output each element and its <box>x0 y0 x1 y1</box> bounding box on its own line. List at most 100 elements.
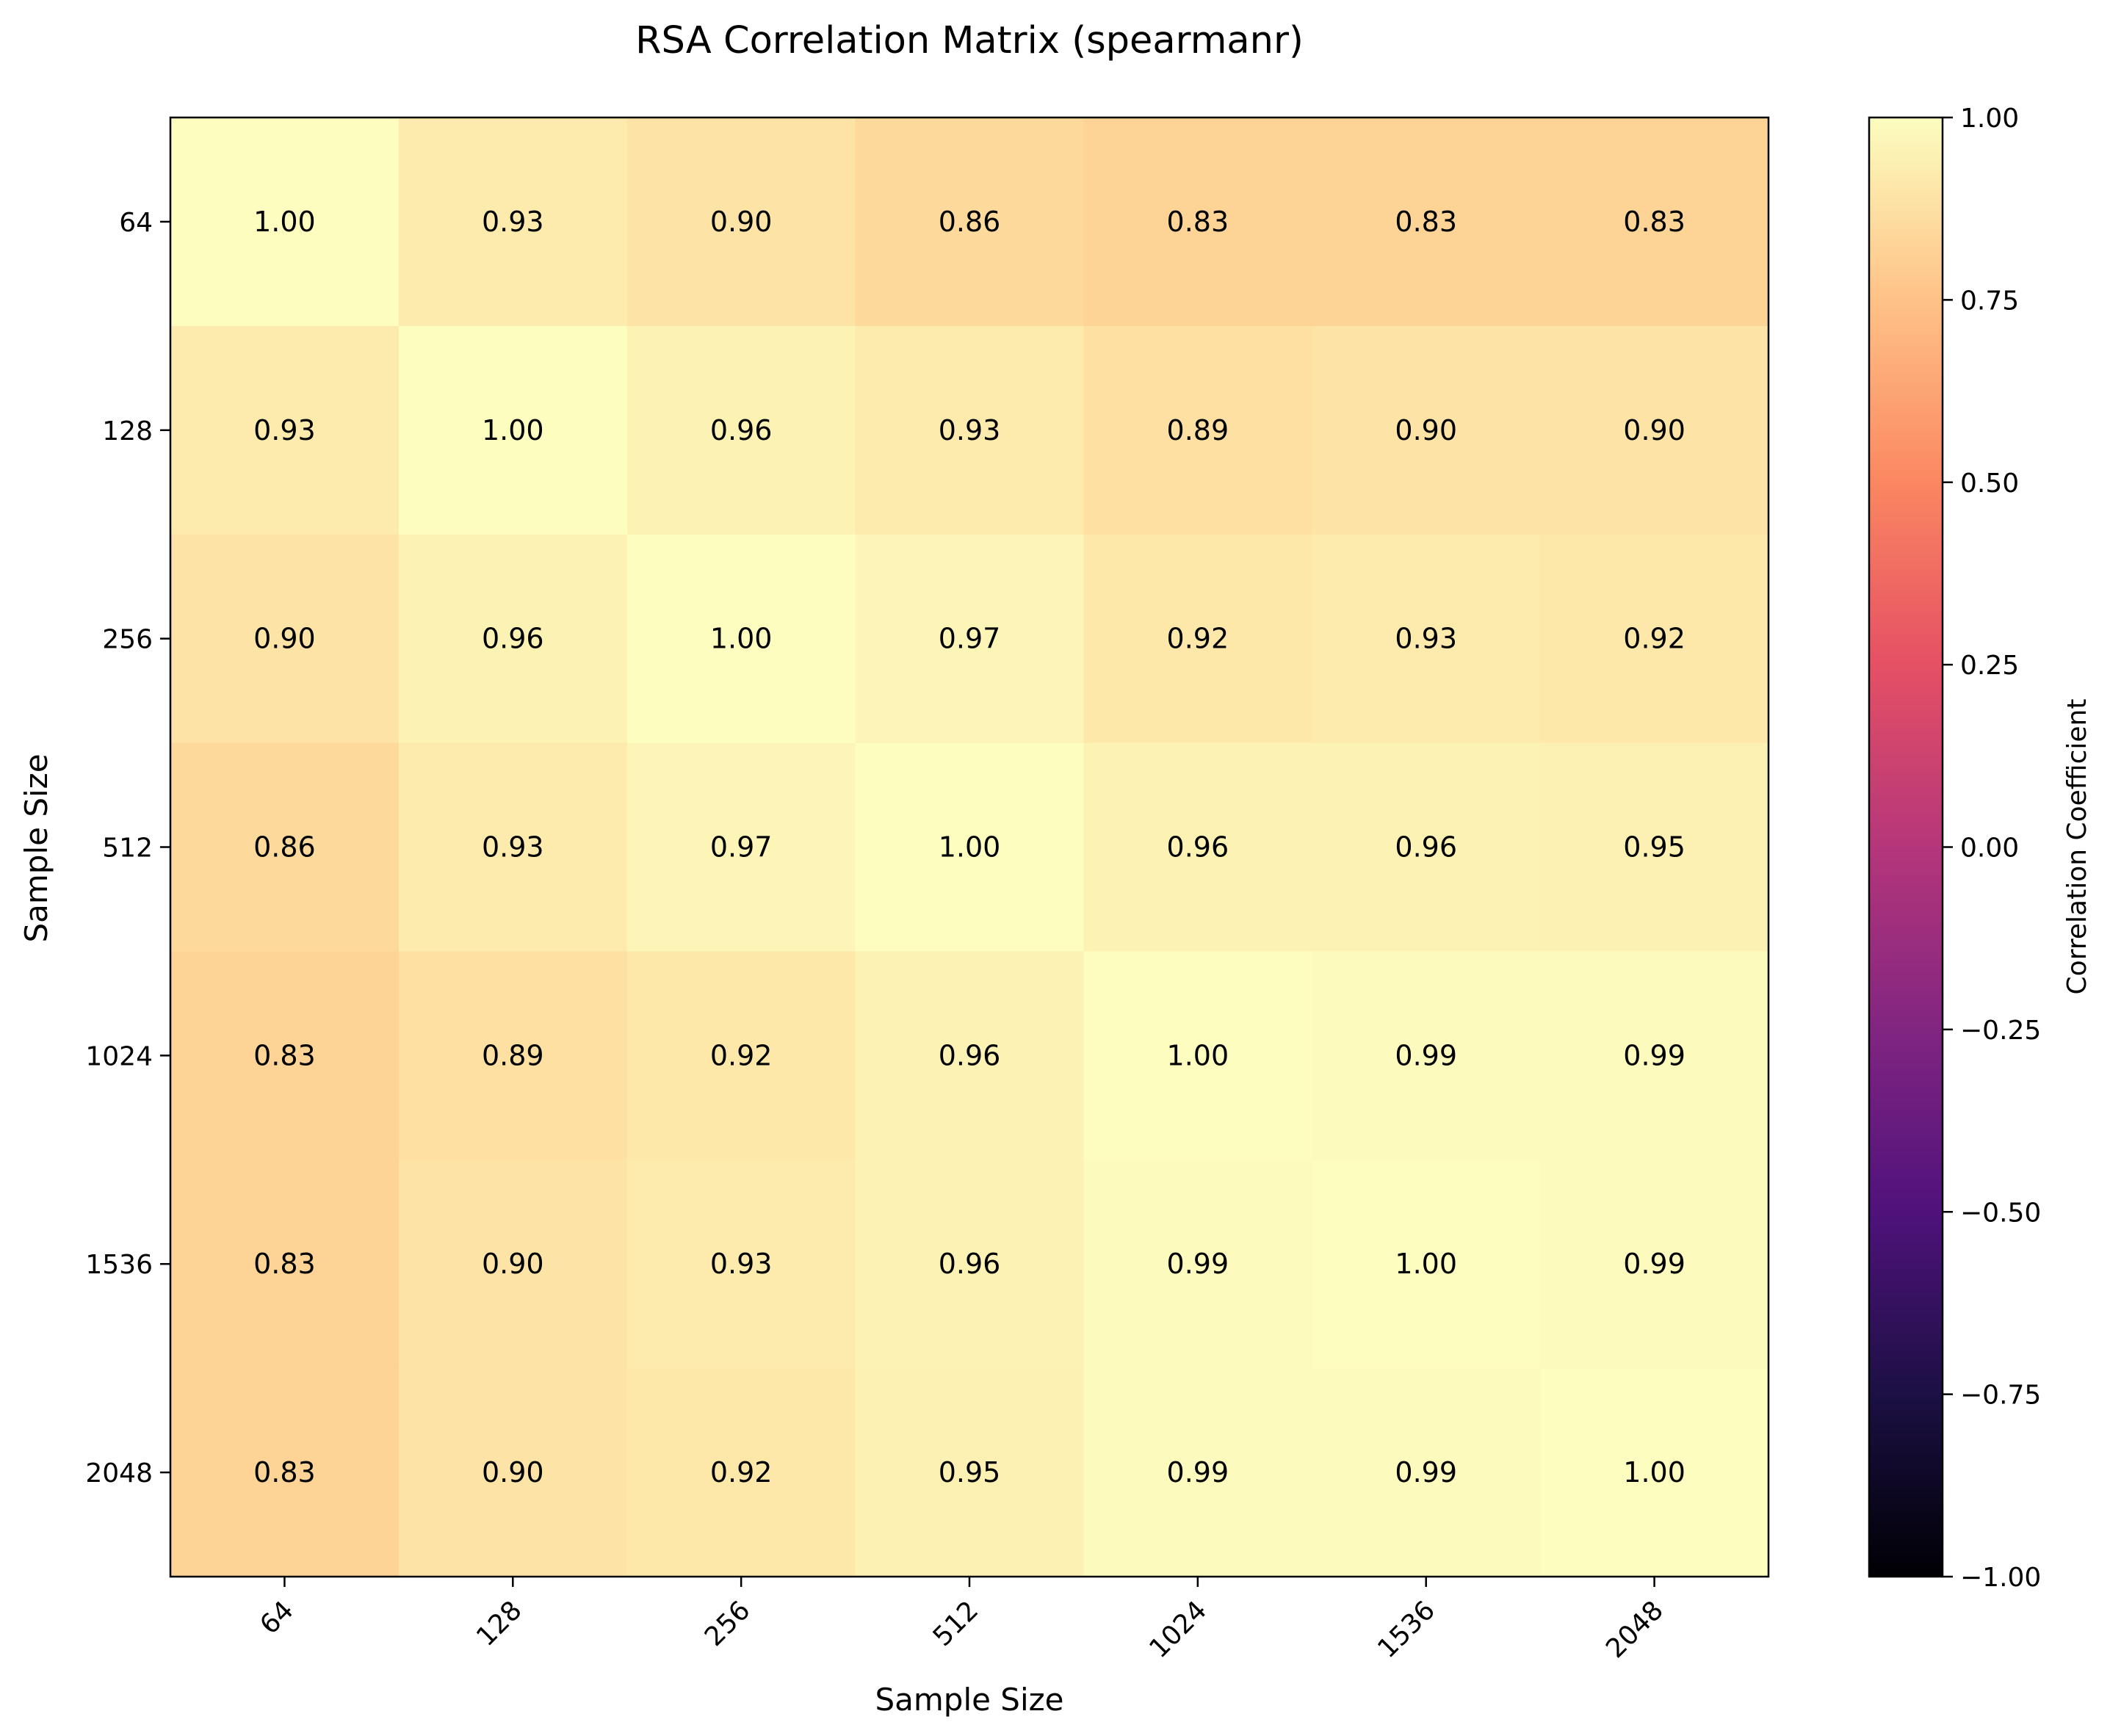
y-axis-label: Sample Size <box>18 753 54 942</box>
cell-value-label: 0.95 <box>939 1456 1001 1489</box>
x-tick-label: 256 <box>699 1595 756 1652</box>
heatmap-cell <box>1540 117 1769 327</box>
heatmap-cell <box>855 1368 1085 1577</box>
heatmap-cell <box>1083 1368 1312 1577</box>
colorbar-label: Correlation Coefficient <box>2062 699 2092 995</box>
heatmap-cell <box>398 534 628 744</box>
y-tick-label: 1536 <box>85 1250 153 1280</box>
cell-value-label: 0.86 <box>253 831 316 864</box>
cell-value-label: 0.90 <box>1395 414 1457 446</box>
cell-value-label: 1.00 <box>710 623 773 655</box>
x-tick-label: 128 <box>471 1595 528 1652</box>
cell-value-label: 0.90 <box>710 206 773 238</box>
heatmap-cell <box>398 951 628 1160</box>
heatmap-cell <box>626 534 856 744</box>
colorbar-tick-label: 1.00 <box>1960 104 2019 134</box>
heatmap-cell <box>1083 951 1312 1160</box>
heatmap-cell <box>398 742 628 952</box>
heatmap-cell <box>398 1160 628 1369</box>
cell-value-label: 0.83 <box>1623 206 1686 238</box>
heatmap-cell <box>626 1160 856 1369</box>
heatmap-cell <box>1540 742 1769 952</box>
cell-value-label: 0.99 <box>1623 1039 1686 1071</box>
cell-value-label: 1.00 <box>1167 1039 1229 1071</box>
heatmap-cell <box>626 325 856 535</box>
cell-value-label: 0.95 <box>1623 831 1686 864</box>
heatmap-cell <box>855 951 1085 1160</box>
heatmap-cell <box>170 325 400 535</box>
heatmap-cell <box>626 117 856 327</box>
heatmap-cell <box>1540 534 1769 744</box>
cell-value-label: 0.93 <box>1395 623 1457 655</box>
heatmap-cell <box>626 951 856 1160</box>
chart-title: RSA Correlation Matrix (spearmanr) <box>635 19 1304 62</box>
colorbar-tick-label: −0.50 <box>1960 1198 2041 1228</box>
cell-value-label: 0.99 <box>1167 1248 1229 1280</box>
colorbar-tick-label: 0.75 <box>1960 286 2019 316</box>
y-axis-ticks: 64 128 256 512 1024 1536 2048 <box>85 208 170 1489</box>
x-tick-label: 64 <box>254 1595 299 1640</box>
colorbar-tick-label: −0.25 <box>1960 1016 2041 1046</box>
cell-value-label: 0.96 <box>939 1248 1001 1280</box>
cell-value-label: 0.90 <box>1623 414 1686 446</box>
heatmap-cell <box>170 742 400 952</box>
heatmap-cell <box>855 1160 1085 1369</box>
cell-value-label: 1.00 <box>939 831 1001 864</box>
heatmap-cell <box>170 1160 400 1369</box>
y-tick-label: 256 <box>102 625 153 655</box>
colorbar <box>1869 117 1943 1577</box>
x-axis-ticks: 64 128 256 512 1024 1536 2048 <box>254 1577 1669 1664</box>
cell-value-label: 0.96 <box>1395 831 1457 864</box>
heatmap-cell <box>1312 1160 1541 1369</box>
cell-value-label: 0.83 <box>1395 206 1457 238</box>
y-tick-label: 2048 <box>85 1458 153 1489</box>
cell-value-label: 1.00 <box>1395 1248 1457 1280</box>
cell-value-label: 0.92 <box>1167 623 1229 655</box>
heatmap-cell <box>398 325 628 535</box>
heatmap-cell <box>170 1368 400 1577</box>
cell-value-label: 0.93 <box>253 414 316 446</box>
heatmap-cell <box>1083 1160 1312 1369</box>
cell-value-label: 0.96 <box>939 1039 1001 1071</box>
heatmap-cell <box>1312 534 1541 744</box>
heatmap-cell <box>1540 951 1769 1160</box>
cell-value-label: 0.93 <box>482 206 544 238</box>
cell-value-label: 0.96 <box>1167 831 1229 864</box>
y-tick-label: 64 <box>119 208 153 238</box>
x-tick-label: 1024 <box>1143 1595 1213 1664</box>
heatmap-cell <box>1083 117 1312 327</box>
heatmap-cell <box>1312 117 1541 327</box>
cell-value-label: 0.86 <box>939 206 1001 238</box>
heatmap-cell <box>1312 742 1541 952</box>
cell-value-label: 0.92 <box>710 1039 773 1071</box>
heatmap-cells <box>170 117 1769 1577</box>
cell-value-label: 0.93 <box>482 831 544 864</box>
heatmap-cell <box>170 117 400 327</box>
y-tick-label: 512 <box>102 833 153 864</box>
cell-value-label: 0.97 <box>939 623 1001 655</box>
cell-value-label: 1.00 <box>1623 1456 1686 1489</box>
heatmap-cell <box>170 951 400 1160</box>
cell-value-label: 0.83 <box>1167 206 1229 238</box>
colorbar-ticks: 1.00 0.75 0.50 0.25 0.00 −0.25 −0.50 −0.75 −1.00 <box>1943 104 2041 1593</box>
heatmap-cell <box>1540 1160 1769 1369</box>
cell-value-label: 0.99 <box>1167 1456 1229 1489</box>
x-axis-label: Sample Size <box>875 1682 1063 1718</box>
cell-value-label: 0.93 <box>939 414 1001 446</box>
cell-value-label: 0.99 <box>1395 1039 1457 1071</box>
heatmap-cell <box>398 1368 628 1577</box>
cell-value-label: 0.90 <box>482 1456 544 1489</box>
heatmap-cell <box>1312 951 1541 1160</box>
heatmap-cell <box>1312 1368 1541 1577</box>
heatmap-cell <box>626 742 856 952</box>
heatmap-cell <box>170 534 400 744</box>
cell-value-label: 0.92 <box>710 1456 773 1489</box>
cell-value-label: 0.83 <box>253 1039 316 1071</box>
cell-value-label: 0.93 <box>710 1248 773 1280</box>
cell-value-label: 0.83 <box>253 1456 316 1489</box>
cell-value-label: 0.99 <box>1623 1248 1686 1280</box>
cell-value-label: 0.96 <box>482 623 544 655</box>
cell-value-label: 0.97 <box>710 831 773 864</box>
cell-value-label: 1.00 <box>253 206 316 238</box>
